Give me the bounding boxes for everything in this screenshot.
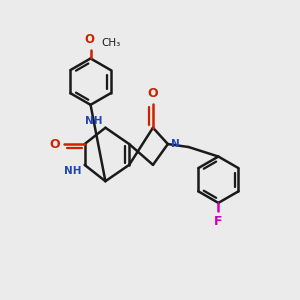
Text: CH₃: CH₃ <box>102 38 121 48</box>
Text: F: F <box>214 215 223 228</box>
Text: NH: NH <box>64 166 82 176</box>
Text: O: O <box>84 33 94 46</box>
Text: O: O <box>148 87 158 101</box>
Text: NH: NH <box>85 116 102 126</box>
Text: O: O <box>50 138 60 151</box>
Text: N: N <box>171 139 180 149</box>
